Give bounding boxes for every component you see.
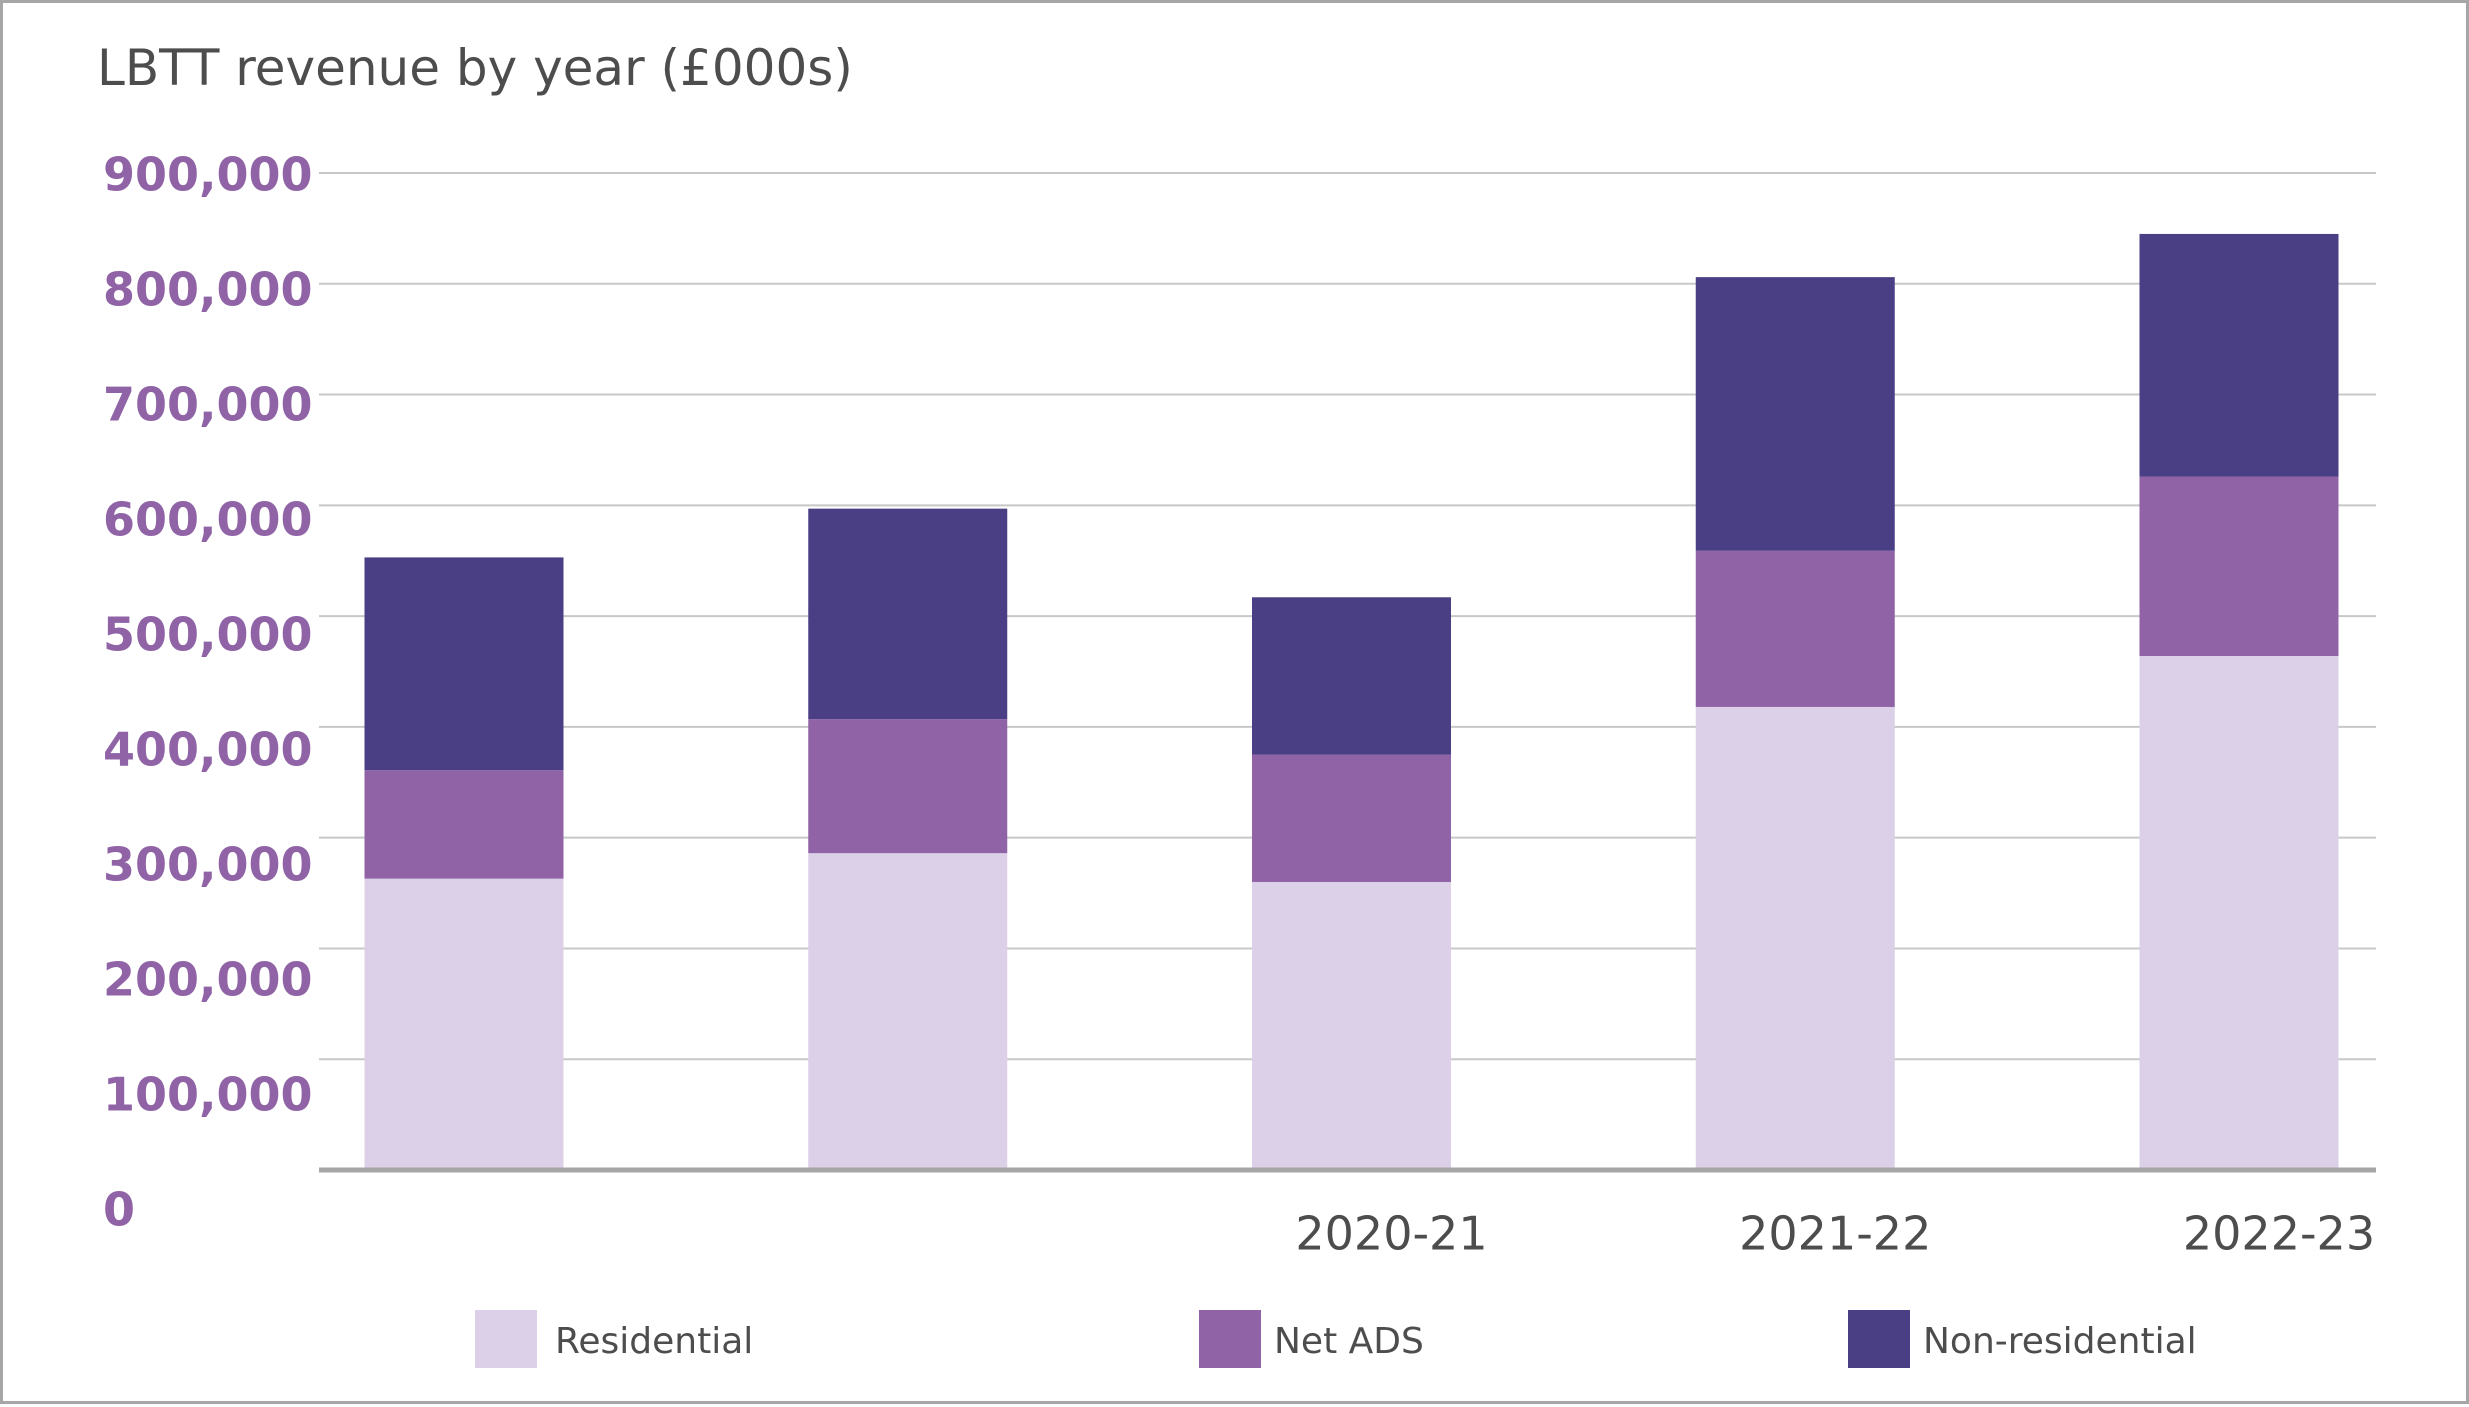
x-tick-label: 2022-23 (2183, 1207, 2375, 1261)
bar-segment (364, 557, 564, 771)
x-tick-label: 2021-22 (1739, 1207, 1931, 1261)
bar-segment (1695, 706, 1895, 1170)
bar-segment (808, 719, 1008, 854)
legend-label: Residential (555, 1321, 753, 1362)
bar-segment (2139, 476, 2339, 656)
y-tick-label: 600,000 (103, 493, 313, 547)
chart-title: LBTT revenue by year (£000s) (97, 39, 853, 97)
y-tick-label: 800,000 (103, 263, 313, 317)
bar-segment (808, 853, 1008, 1170)
y-tick-label: 300,000 (103, 838, 313, 892)
y-tick-label: 700,000 (103, 378, 313, 432)
bar-segment (1252, 881, 1451, 1170)
y-tick-label: 200,000 (103, 953, 313, 1007)
bar-segment (1252, 754, 1451, 882)
y-tick-label: 500,000 (103, 608, 313, 662)
bar-segment (1695, 277, 1895, 551)
y-tick-label: 900,000 (103, 148, 313, 202)
legend-swatch (1199, 1310, 1261, 1368)
legend-swatch (475, 1310, 537, 1368)
bar-segment (1252, 597, 1451, 755)
legend-swatch (1848, 1310, 1910, 1368)
y-tick-label: 400,000 (103, 723, 313, 777)
bar-segment (1695, 550, 1895, 707)
chart-plot: 0 100,000 200,000 300,000 400,000 500,000 600,… (103, 148, 2376, 1368)
bar-segment (2139, 233, 2339, 477)
x-tick-label: 2020-21 (1295, 1207, 1487, 1261)
legend-label: Non-residential (1923, 1321, 2197, 1362)
legend-label: Net ADS (1274, 1321, 1424, 1362)
y-tick-label: 0 (103, 1183, 135, 1237)
bar-segment (808, 508, 1008, 720)
bar-segment (2139, 655, 2339, 1170)
y-tick-label: 100,000 (103, 1068, 313, 1122)
bar-segment (364, 878, 564, 1170)
bar-segment (364, 770, 564, 879)
